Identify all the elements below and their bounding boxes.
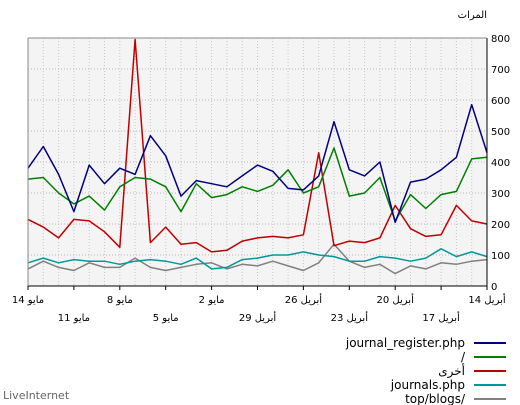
series-line-2 — [27, 38, 488, 253]
y-axis-label: المرات — [458, 10, 487, 21]
x-tick-label: 2 مايو — [199, 295, 225, 306]
y-tick-label: 500 — [491, 127, 510, 138]
series-line-3 — [27, 248, 488, 270]
y-tick-label: 0 — [491, 282, 497, 293]
legend-label: أخرى — [438, 363, 465, 379]
y-tick-label: 200 — [491, 220, 510, 231]
x-tick-label: 29 أبريل — [239, 311, 277, 324]
y-tick-label: 700 — [491, 65, 510, 76]
x-tick-label: 20 أبريل — [377, 293, 415, 306]
legend: journal_register.php/أخرىjournals.phptop… — [345, 336, 506, 405]
legend-label: journals.php — [390, 378, 465, 392]
x-tick-label: 14 مايو — [12, 295, 44, 306]
series-line-1 — [27, 147, 488, 222]
x-tick-label: 8 مايو — [107, 295, 133, 306]
y-tick-label: 400 — [491, 158, 510, 169]
x-tick-label: 23 أبريل — [331, 311, 369, 324]
y-tick-label: 100 — [491, 251, 510, 262]
y-tick-labels: 0 100 200 300 400 500 600 700 800 — [491, 34, 510, 293]
x-tick-label: 14 أبريل — [468, 293, 506, 306]
x-tick-label: 26 أبريل — [285, 293, 323, 306]
y-tick-label: 300 — [491, 189, 510, 200]
x-tick-labels: 14 مايو 8 مايو 2 مايو 26 أبريل 20 أبريل 14 أب… — [12, 286, 506, 324]
series-line-0 — [27, 103, 488, 224]
series-line-4 — [27, 243, 488, 275]
y-tick-label: 800 — [491, 34, 510, 45]
legend-label: top/blogs/ — [405, 392, 466, 405]
legend-label: / — [461, 350, 466, 364]
y-tick-label: 600 — [491, 96, 510, 107]
x-tick-label: 11 مايو — [58, 313, 90, 324]
x-tick-label: 17 أبريل — [422, 311, 460, 324]
brand-label: LiveInternet — [3, 389, 70, 402]
x-tick-label: 5 مايو — [153, 313, 179, 324]
legend-label: journal_register.php — [345, 336, 465, 350]
series-lines — [27, 38, 488, 275]
